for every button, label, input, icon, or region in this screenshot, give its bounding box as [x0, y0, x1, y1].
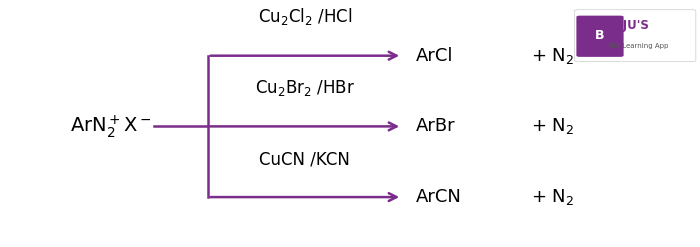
- FancyBboxPatch shape: [574, 10, 696, 62]
- Text: The Learning App: The Learning App: [607, 43, 668, 49]
- Text: Cu$_2$Br$_2$ /HBr: Cu$_2$Br$_2$ /HBr: [255, 78, 355, 98]
- Text: ArCl: ArCl: [416, 47, 454, 65]
- Text: BYJU'S: BYJU'S: [607, 19, 650, 32]
- Text: ArBr: ArBr: [416, 117, 456, 135]
- Text: CuCN /KCN: CuCN /KCN: [260, 151, 350, 169]
- Text: B: B: [595, 29, 605, 42]
- Text: + N$_2$: + N$_2$: [531, 46, 574, 66]
- Text: $\mathrm{ArN_2^+X^-}$: $\mathrm{ArN_2^+X^-}$: [69, 113, 151, 140]
- Text: + N$_2$: + N$_2$: [531, 116, 574, 136]
- Text: ArCN: ArCN: [416, 188, 462, 206]
- FancyBboxPatch shape: [576, 16, 624, 57]
- Text: Cu$_2$Cl$_2$ /HCl: Cu$_2$Cl$_2$ /HCl: [258, 6, 352, 27]
- Text: + N$_2$: + N$_2$: [531, 187, 574, 207]
